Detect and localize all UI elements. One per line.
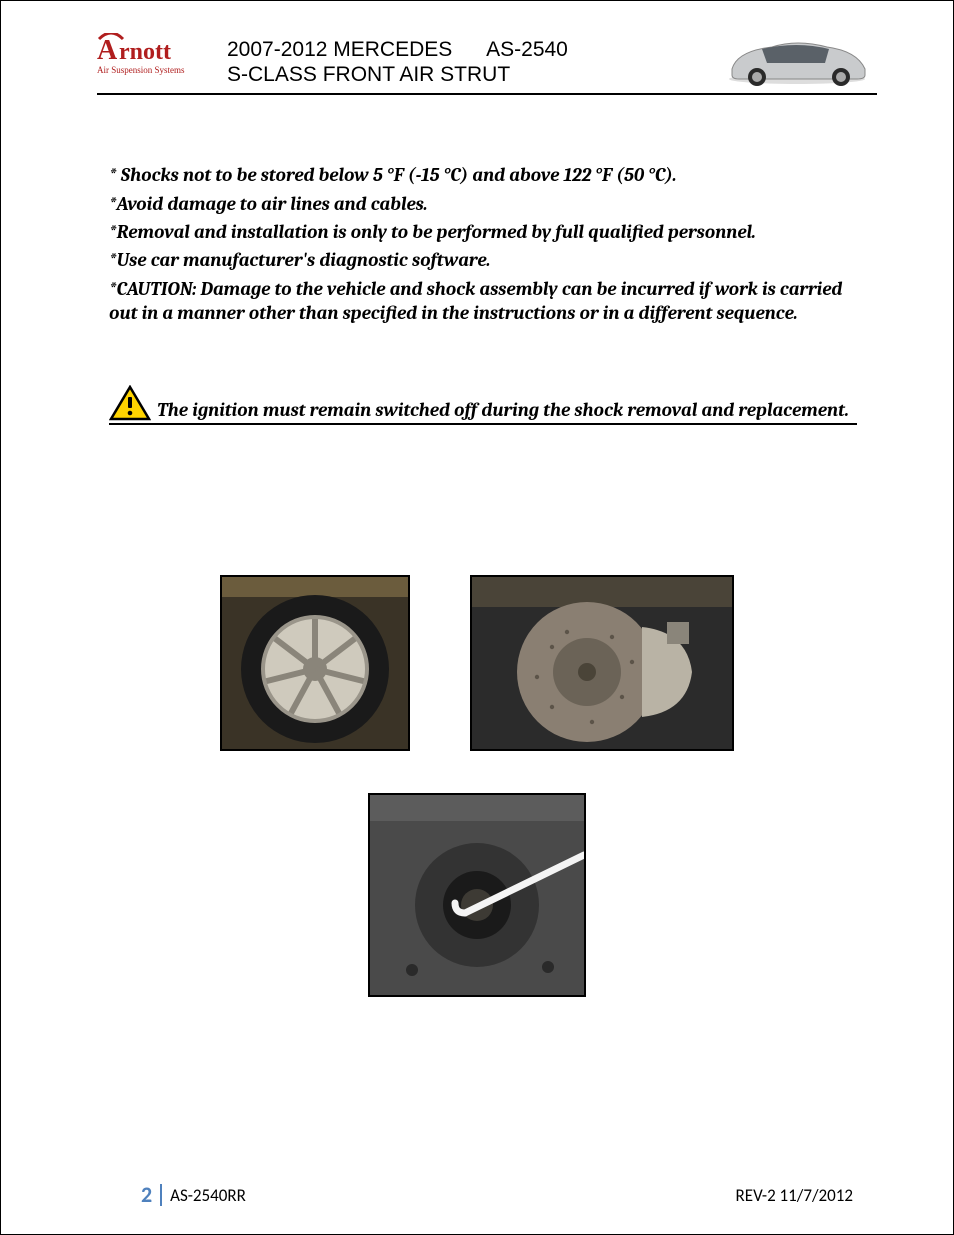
car-window-icon — [762, 45, 829, 63]
warning-row: The ignition must remain switched off du… — [109, 385, 857, 425]
doc-code: AS-2540RR — [170, 1185, 246, 1206]
photo-strut-top — [368, 793, 586, 997]
note-line: *Removal and installation is only to be … — [109, 220, 857, 244]
title-line-1: 2007-2012 MERCEDES AS-2540 — [227, 37, 717, 62]
note-line: *Avoid damage to air lines and cables. — [109, 192, 857, 216]
page-header: A rnott Air Suspension Systems 2007-2012… — [97, 33, 877, 95]
document-page: A rnott Air Suspension Systems 2007-2012… — [0, 0, 954, 1235]
image-row-2 — [37, 793, 917, 997]
notes-block: * Shocks not to be stored below 5 °F (-1… — [109, 163, 857, 325]
warning-text: The ignition must remain switched off du… — [157, 399, 849, 421]
logo-text-icon: rnott — [119, 39, 171, 65]
revision-text: REV-2 11/7/2012 — [736, 1185, 853, 1206]
note-line: * Shocks not to be stored below 5 °F (-1… — [109, 163, 857, 187]
caution-paragraph: *CAUTION: Damage to the vehicle and shoc… — [109, 277, 857, 326]
brand-logo: A rnott Air Suspension Systems — [97, 33, 207, 75]
photo-brake-rotor — [470, 575, 734, 751]
page-number: 2 — [141, 1184, 162, 1206]
note-line: *Use car manufacturer's diagnostic softw… — [109, 248, 857, 272]
arnott-logo-text: A rnott — [97, 33, 207, 67]
document-title: 2007-2012 MERCEDES AS-2540 S-CLASS FRONT… — [207, 33, 717, 87]
title-line-2: S-CLASS FRONT AIR STRUT — [227, 62, 717, 87]
warning-triangle-icon — [109, 385, 151, 421]
photo-wheel — [220, 575, 410, 751]
page-footer: 2 AS-2540RR REV-2 11/7/2012 — [141, 1184, 853, 1206]
car-thumbnail — [717, 29, 877, 87]
image-row-1 — [37, 575, 917, 751]
